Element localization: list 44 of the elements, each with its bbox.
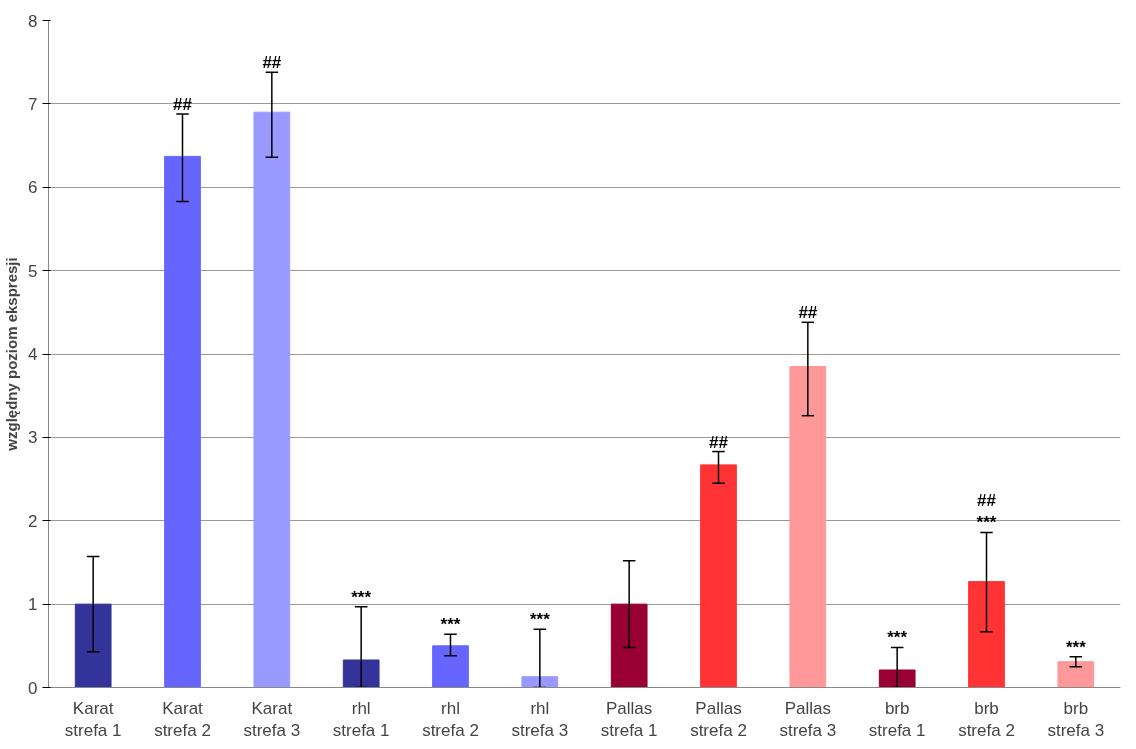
- bar: [164, 155, 201, 688]
- y-tick-label: 0: [28, 678, 38, 698]
- y-tick-label: 3: [28, 428, 38, 448]
- bar: [789, 366, 827, 688]
- data-label: ##: [798, 303, 818, 323]
- data-label: ***: [529, 610, 551, 630]
- data-label: ***: [1065, 637, 1087, 657]
- data-label: ##: [262, 53, 282, 73]
- bar: [432, 645, 469, 688]
- x-tick-label: Pallas strefa 1: [600, 698, 658, 741]
- y-tick-label: 8: [28, 11, 38, 31]
- y-tick-label: 2: [28, 511, 38, 531]
- x-tick-label: rhl strefa 2: [422, 698, 479, 741]
- data-label: ## ***: [976, 490, 997, 533]
- y-tick-label: 7: [28, 94, 38, 114]
- x-tick-label: rhl strefa 1: [332, 698, 390, 741]
- y-tick-label: 4: [28, 345, 38, 364]
- bar: [74, 603, 112, 688]
- bar: [1057, 661, 1095, 688]
- x-tick-label: Pallas strefa 3: [779, 698, 837, 741]
- y-axis-title: względny poziom ekspresji: [3, 257, 21, 452]
- x-tick-label: Karat strefa 2: [154, 698, 211, 741]
- x-tick-label: brb strefa 2: [958, 698, 1015, 741]
- x-tick-label: rhl strefa 3: [511, 698, 569, 741]
- data-label: ##: [173, 94, 193, 114]
- y-tick-label: 1: [28, 595, 38, 615]
- data-label: ***: [351, 587, 372, 607]
- y-tick-label: 6: [28, 178, 38, 198]
- bar: [521, 676, 559, 688]
- bar: [878, 669, 916, 688]
- bar: [610, 603, 648, 688]
- data-label: ***: [440, 615, 461, 635]
- data-label: ##: [709, 432, 729, 452]
- bar: [342, 659, 380, 688]
- x-tick-label: brb strefa 3: [1047, 698, 1105, 741]
- bar: [968, 581, 1005, 688]
- x-tick-label: Pallas strefa 2: [690, 698, 747, 741]
- x-tick-label: Karat strefa 1: [64, 698, 122, 741]
- y-tick-label: 5: [28, 261, 38, 281]
- data-label: ***: [887, 628, 908, 648]
- x-tick-label: Karat strefa 3: [243, 698, 301, 741]
- bar: [700, 464, 737, 688]
- x-tick-label: brb strefa 1: [868, 698, 926, 741]
- bar: [253, 111, 291, 688]
